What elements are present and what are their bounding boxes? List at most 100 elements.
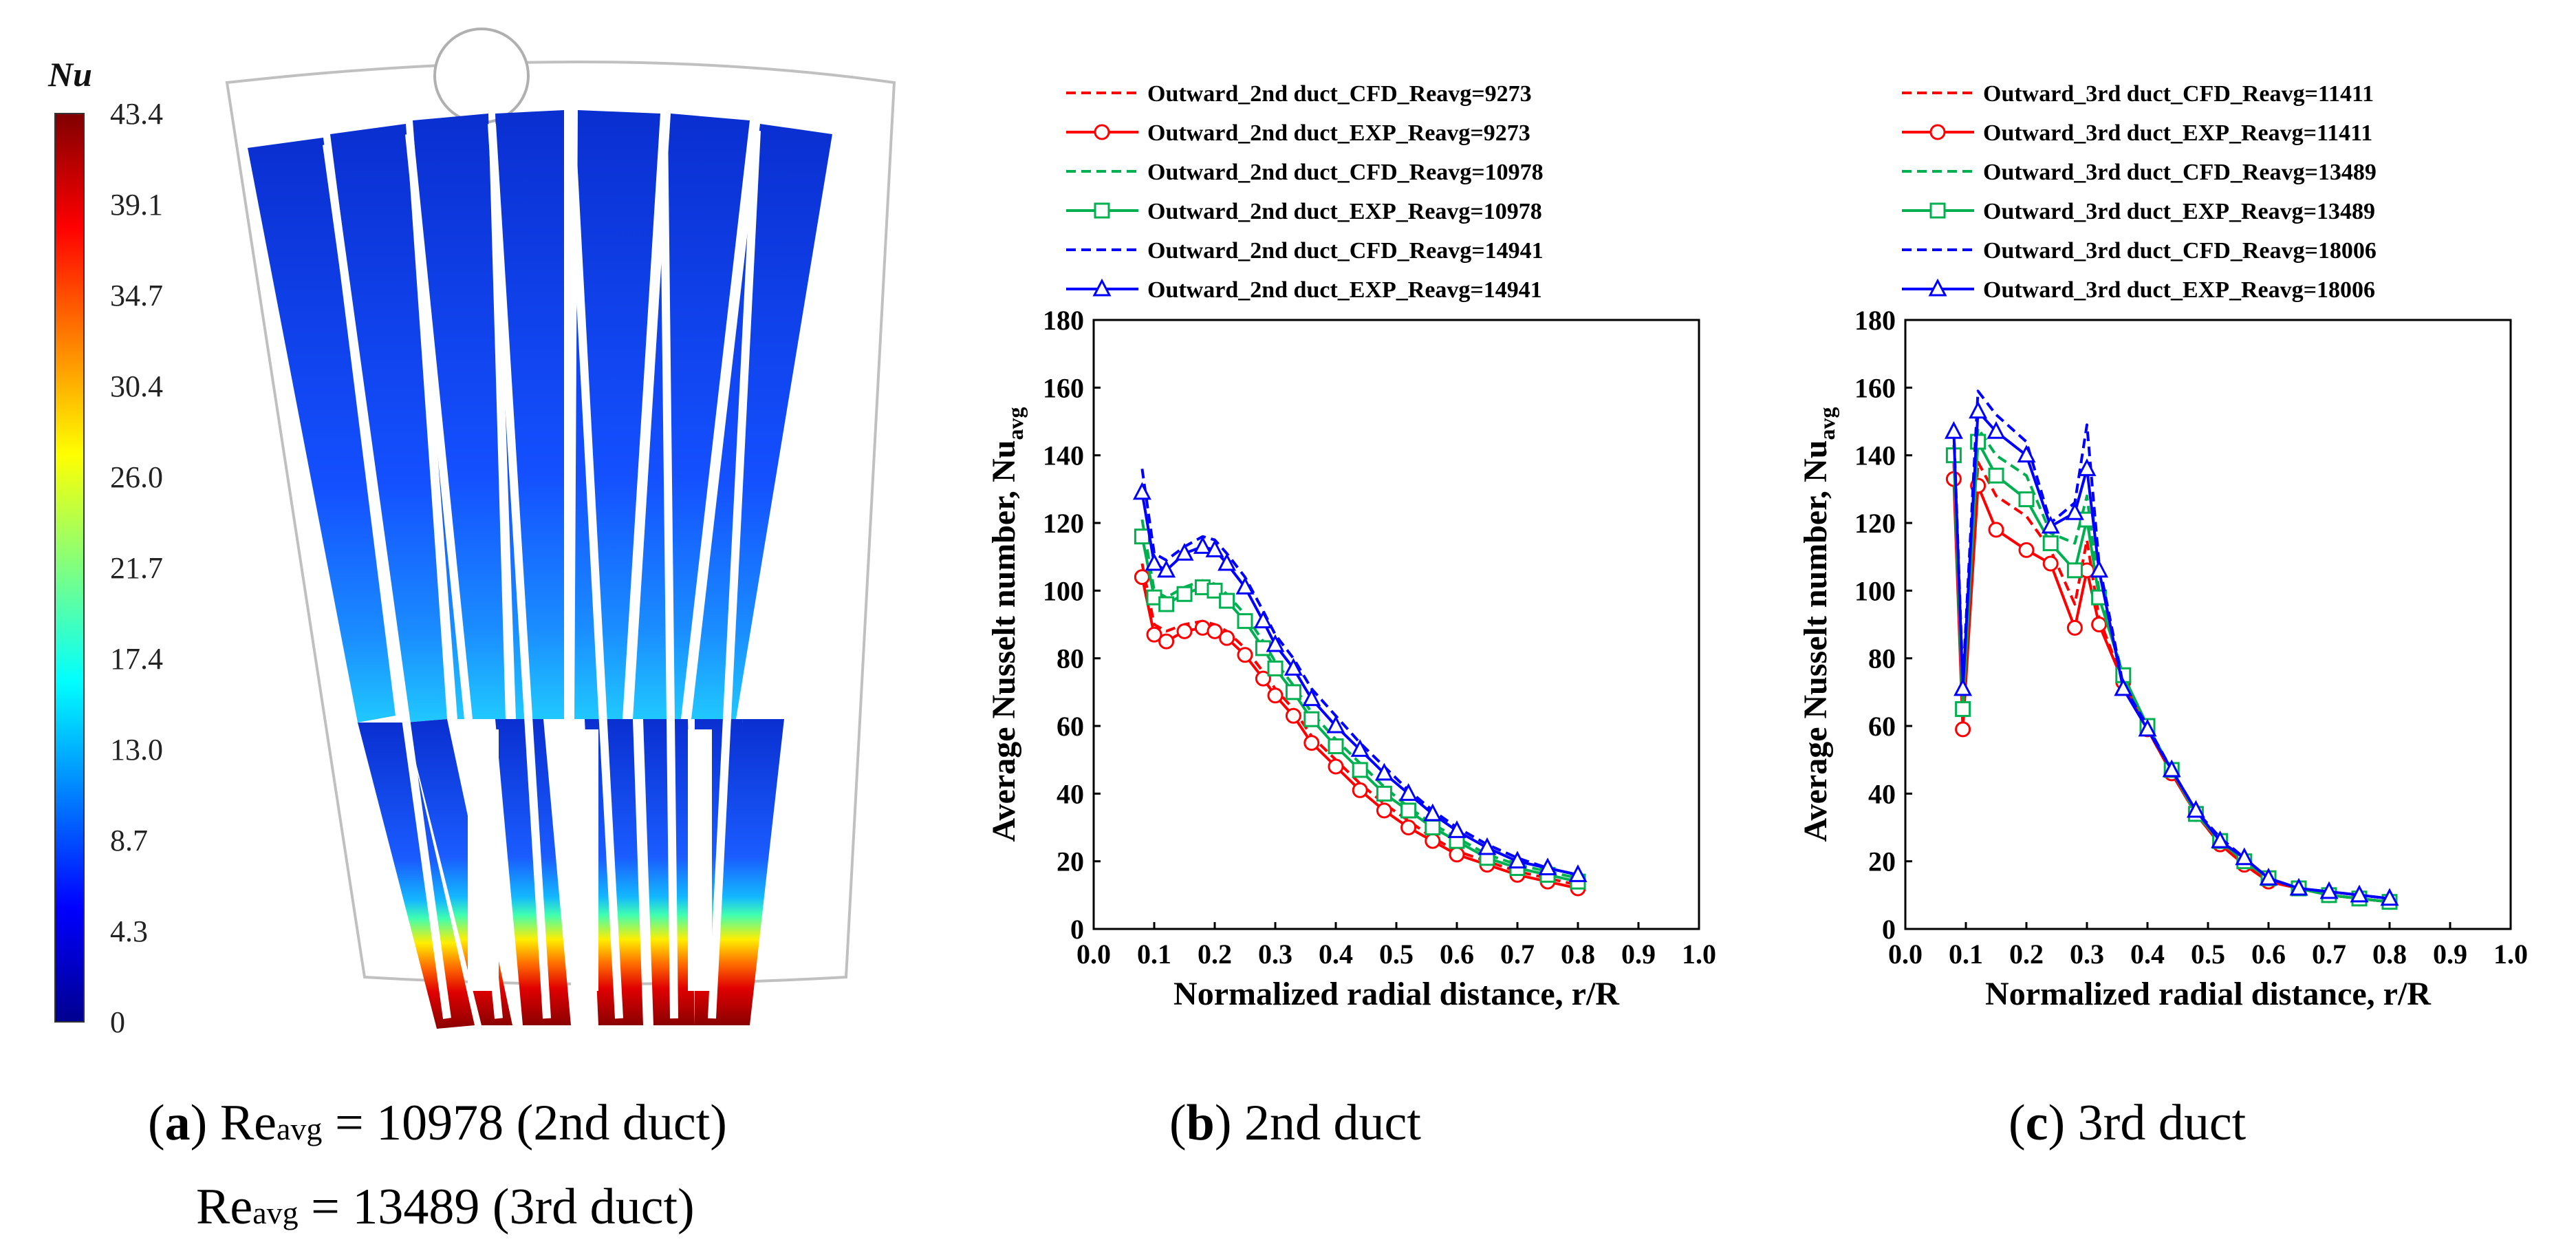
- x-axis-label: Normalized radial distance, r/R: [1985, 976, 2432, 1012]
- data-point: [1352, 762, 1368, 778]
- data-point: [2235, 847, 2254, 866]
- y-tick-label: 80: [1057, 643, 1084, 674]
- legend-item: Outward_2nd duct_EXP_Reavg=10978: [1066, 199, 1542, 224]
- data-point: [2211, 830, 2230, 848]
- series-line: [1952, 479, 2390, 903]
- legend-label: Outward_3rd duct_CFD_Reavg=18006: [1983, 238, 2377, 264]
- legend-label: Outward_3rd duct_EXP_Reavg=18006: [1983, 277, 2375, 303]
- data-point: [1374, 762, 1394, 781]
- axis-ticks: 0.0 0.1 0.2 0.3 0.4 0.5 0.6 0.7 0.8 0.9 1.0 0 20 40 60…: [1854, 305, 2528, 970]
- colorbar-tick-label: 13.0: [110, 733, 163, 767]
- caption-b: (b) 2nd duct: [1169, 1095, 1421, 1151]
- legend: Outward_3rd duct_CFD_Reavg=11411 Outward_…: [1902, 81, 2377, 303]
- colorbar-tick-label: 39.1: [110, 188, 163, 222]
- x-tick-label: 0.3: [2070, 939, 2104, 970]
- x-tick-label: 0.4: [1319, 939, 1353, 970]
- legend-label: Outward_3rd duct_EXP_Reavg=11411: [1983, 120, 2372, 146]
- data-point: [2017, 445, 2036, 463]
- data-point: [2350, 884, 2369, 903]
- data-point: [2018, 542, 2035, 558]
- data-point: [2114, 678, 2133, 696]
- series: [1952, 460, 2390, 903]
- legend-item: Outward_3rd duct_EXP_Reavg=18006: [1902, 277, 2375, 303]
- series-line: [1140, 519, 1579, 880]
- series: [1140, 519, 1579, 880]
- colorbar: [54, 113, 85, 1023]
- data-point: [1400, 802, 1417, 819]
- data-point: [1237, 613, 1253, 630]
- data-point: [1206, 582, 1223, 599]
- y-tick-label: 40: [1868, 778, 1896, 809]
- data-point: [1449, 846, 1465, 863]
- panel-c-chart: Outward_3rd duct_CFD_Reavg=11411 Outward_…: [1771, 0, 2576, 1251]
- y-tick-label: 160: [1043, 372, 1084, 403]
- data-point: [1400, 820, 1417, 835]
- legend-label: Outward_2nd duct_CFD_Reavg=9273: [1147, 81, 1532, 107]
- data-point: [1253, 610, 1273, 629]
- chart-c: Outward_3rd duct_CFD_Reavg=11411 Outward_…: [1797, 81, 2528, 1012]
- series-line: [1140, 563, 1579, 887]
- data-point: [1237, 647, 1253, 663]
- data-point: [1157, 559, 1176, 578]
- data-point: [2319, 881, 2339, 899]
- x-tick-label: 0.0: [1076, 939, 1111, 970]
- colorbar-tick-label: 21.7: [110, 551, 163, 585]
- data-point: [2065, 502, 2084, 520]
- y-tick-label: 120: [1854, 508, 1896, 539]
- data-point: [2162, 759, 2181, 778]
- data-point: [1205, 539, 1224, 557]
- data-point: [2042, 535, 2059, 551]
- x-tick-label: 0.2: [2009, 939, 2044, 970]
- x-tick-label: 0.2: [1198, 939, 1232, 970]
- x-tick-label: 0.3: [1258, 939, 1292, 970]
- y-axis-label: Average Nusselt number, Nuavg: [1797, 407, 1839, 842]
- data-point: [1158, 633, 1175, 650]
- data-point: [1255, 640, 1271, 656]
- x-axis-label: Normalized radial distance, r/R: [1173, 976, 1620, 1012]
- series: [1952, 389, 2390, 900]
- y-tick-label: 140: [1854, 440, 1896, 471]
- channel-separators: [323, 120, 761, 1019]
- data-point: [1094, 202, 1110, 219]
- y-tick-label: 100: [1043, 575, 1084, 606]
- colorbar-tick-label: 4.3: [110, 915, 148, 948]
- colorbar-tick-label: 8.7: [110, 824, 148, 857]
- y-tick-label: 160: [1854, 372, 1896, 403]
- panel-a-contour: Nu 43.4 39.1 34.7 30.4 26.0 21.7 17.4 13.0 8.7 4.…: [0, 0, 929, 1251]
- series: [1944, 400, 2399, 906]
- data-point: [1568, 864, 1588, 882]
- data-point: [1285, 684, 1301, 701]
- series-line: [1952, 460, 2390, 903]
- y-tick-label: 20: [1868, 846, 1896, 877]
- x-tick-label: 0.8: [2372, 939, 2407, 970]
- data-point: [1175, 543, 1194, 561]
- legend-label: Outward_2nd duct_EXP_Reavg=9273: [1147, 120, 1530, 146]
- data-point: [1267, 660, 1284, 676]
- data-point: [1219, 592, 1235, 609]
- data-point: [1326, 715, 1345, 734]
- x-tick-label: 0.4: [2130, 939, 2165, 970]
- y-tick-label: 100: [1854, 575, 1896, 606]
- data-point: [1988, 467, 2004, 484]
- data-point: [1206, 623, 1223, 639]
- data-point: [1508, 851, 1527, 869]
- data-point: [1134, 528, 1150, 545]
- data-point: [1267, 687, 1284, 704]
- data-point: [2090, 559, 2109, 578]
- caption-a-line2: Reavg = 13489 (3rd duct): [196, 1179, 695, 1235]
- data-point: [1285, 707, 1301, 724]
- legend-label: Outward_3rd duct_CFD_Reavg=13489: [1983, 160, 2377, 185]
- colorbar-ticks: 43.4 39.1 34.7 30.4 26.0 21.7 17.4 13.0 8.7 4.3 0: [110, 97, 163, 1039]
- legend-item: Outward_3rd duct_CFD_Reavg=18006: [1902, 238, 2377, 264]
- colorbar-tick-label: 26.0: [110, 460, 163, 494]
- data-point: [1350, 739, 1370, 757]
- x-tick-label: 0.0: [1888, 939, 1923, 970]
- y-tick-label: 180: [1043, 305, 1084, 336]
- y-tick-label: 20: [1057, 846, 1084, 877]
- data-point: [1255, 670, 1271, 687]
- chart-b: Outward_2nd duct_CFD_Reavg=9273 Outward_2…: [986, 81, 1716, 1012]
- plot-frame: [1904, 319, 2512, 930]
- legend-item: Outward_3rd duct_EXP_Reavg=13489: [1902, 199, 2375, 224]
- data-point: [2259, 868, 2278, 886]
- data-point: [1176, 623, 1193, 639]
